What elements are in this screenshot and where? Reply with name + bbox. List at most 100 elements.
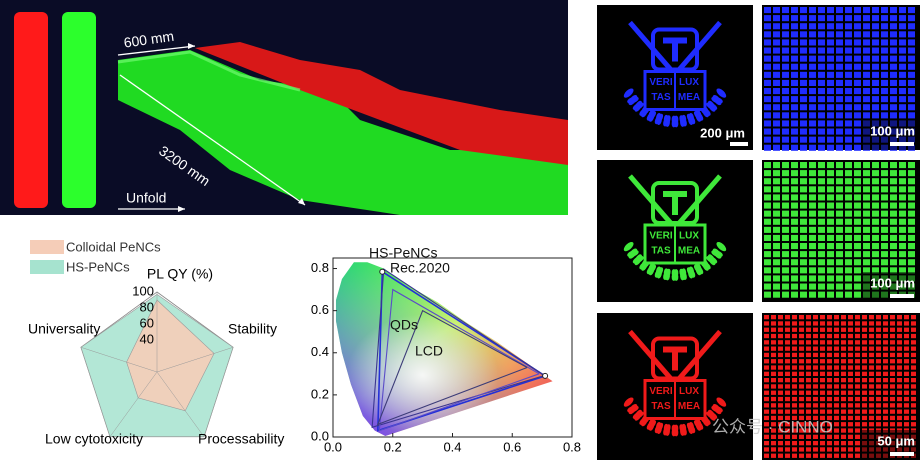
pixel — [881, 55, 888, 62]
pixel — [854, 267, 861, 274]
y-tick-label: 0.8 — [311, 260, 329, 275]
pixel — [881, 178, 888, 185]
pixel — [845, 170, 852, 177]
pixel — [845, 39, 852, 46]
pixel — [836, 55, 843, 62]
emblem-text: MEA — [678, 246, 700, 257]
pixel — [818, 47, 825, 54]
pixel — [809, 15, 816, 22]
pixel — [890, 352, 895, 358]
pixel — [908, 243, 915, 250]
pixel — [862, 422, 867, 427]
pixel — [841, 371, 846, 376]
pixel — [800, 202, 807, 209]
pixel — [791, 186, 798, 193]
pixel — [764, 15, 771, 22]
pixel — [834, 378, 839, 383]
pixel — [883, 340, 888, 345]
pixel — [820, 409, 825, 414]
scale-label: 100 μm — [870, 275, 915, 290]
pixel — [809, 55, 816, 62]
pixel — [820, 453, 825, 458]
pixel — [818, 194, 825, 201]
pixel — [799, 428, 804, 433]
pixel — [827, 178, 834, 185]
pixel — [791, 7, 798, 14]
leaf — [671, 424, 679, 437]
pixel — [800, 218, 807, 225]
axis-label: Stability — [228, 321, 277, 337]
pixel — [791, 144, 798, 151]
pixel — [845, 275, 852, 282]
pixel — [836, 162, 843, 169]
series-label: QDs — [390, 317, 418, 333]
pixel — [827, 396, 832, 402]
photo-label: Unfold — [126, 190, 166, 206]
pixel — [827, 7, 834, 14]
pixel — [834, 340, 839, 345]
pixel — [827, 267, 834, 274]
pixel — [855, 434, 860, 439]
pixel — [809, 79, 816, 86]
pixel — [855, 447, 860, 452]
pixel — [881, 96, 888, 103]
r-tick-label: 100 — [132, 283, 154, 298]
pixel — [836, 79, 843, 86]
pixel — [863, 186, 870, 193]
pixel — [813, 365, 818, 370]
pixel — [899, 63, 906, 70]
pixel — [799, 441, 804, 446]
pixel — [911, 352, 916, 358]
pixel — [785, 447, 790, 452]
pixel — [841, 384, 846, 389]
leaf — [695, 418, 702, 431]
pixel — [855, 422, 860, 427]
pixel — [792, 333, 797, 339]
pixel — [836, 210, 843, 217]
pixel — [827, 365, 832, 370]
pixel — [809, 112, 816, 119]
pixel — [785, 346, 790, 351]
pixel — [863, 55, 870, 62]
pixel — [862, 321, 867, 326]
pixel — [827, 390, 832, 395]
pixel — [881, 104, 888, 111]
pixel — [836, 23, 843, 30]
pixel — [820, 428, 825, 433]
pixel — [845, 23, 852, 30]
pixel — [890, 218, 897, 225]
pixel — [911, 384, 916, 389]
pixel — [820, 359, 825, 364]
leaf — [628, 94, 638, 106]
pixel — [890, 226, 897, 233]
pixel — [820, 340, 825, 345]
pixel — [890, 104, 897, 111]
pixel — [854, 144, 861, 151]
pixel — [791, 136, 798, 143]
pixel — [845, 291, 852, 298]
pixel — [848, 403, 853, 408]
pixel — [764, 333, 769, 339]
pixel — [827, 243, 834, 250]
pixel — [854, 162, 861, 169]
emblem-mark — [663, 37, 687, 62]
pixel — [782, 178, 789, 185]
y-tick-label: 0.6 — [311, 302, 329, 317]
pixel — [862, 333, 867, 339]
pixel — [908, 15, 915, 22]
r-tick-label: 60 — [140, 315, 154, 330]
pixel — [845, 186, 852, 193]
pixel — [890, 321, 895, 326]
pixel — [792, 340, 797, 345]
pixel — [818, 71, 825, 78]
pixel — [863, 96, 870, 103]
pixel — [827, 371, 832, 376]
pixel — [841, 422, 846, 427]
pixel-array — [764, 162, 915, 298]
axis-label: PL QY (%) — [147, 266, 213, 282]
pixel — [899, 15, 906, 22]
pixel — [834, 384, 839, 389]
pixel — [778, 346, 783, 351]
pixel — [872, 210, 879, 217]
pixel — [854, 120, 861, 127]
